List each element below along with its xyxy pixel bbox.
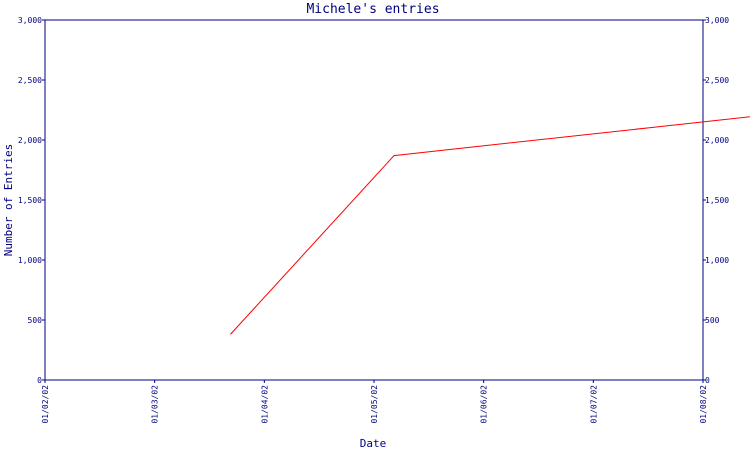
y-tick-label: 2,500 [18, 76, 42, 85]
x-tick-label: 01/06/02 [480, 385, 489, 424]
x-tick-label: 01/02/02 [41, 385, 50, 424]
x-tick-label: 01/04/02 [260, 385, 269, 424]
y-tick-label: 1,500 [18, 196, 42, 205]
y-tick-label: 1,000 [18, 256, 42, 265]
x-tick-label: 01/05/02 [370, 385, 379, 424]
y-tick-label: 1,000 [705, 256, 729, 265]
y-tick-label: 0 [705, 376, 710, 385]
y-tick-label: 2,500 [705, 76, 729, 85]
y-tick-label: 500 [705, 316, 720, 325]
chart-title: Michele's entries [306, 2, 439, 17]
y-ticks-left: 0 500 1,000 1,500 2,000 2,500 3,000 [18, 16, 45, 385]
x-axis-label: Date [360, 437, 387, 450]
y-tick-label: 3,000 [705, 16, 729, 25]
y-ticks-right: 0 500 1,000 1,500 2,000 2,500 3,000 [703, 16, 729, 385]
y-tick-label: 0 [37, 376, 42, 385]
plot-frame [44, 19, 704, 381]
x-tick-label: 01/07/02 [589, 385, 598, 424]
y-tick-label: 500 [28, 316, 43, 325]
y-axis-label: Number of Entries [2, 144, 15, 257]
series-layer [230, 116, 750, 335]
y-tick-label: 2,000 [18, 136, 42, 145]
y-tick-label: 2,000 [705, 136, 729, 145]
x-tick-label: 01/08/02 [699, 385, 708, 424]
x-tick-label: 01/03/02 [151, 385, 160, 424]
y-tick-label: 1,500 [705, 196, 729, 205]
series-line [230, 116, 750, 335]
x-ticks: 01/02/02 01/03/02 01/04/02 01/05/02 01/06/02… [41, 380, 708, 424]
y-tick-label: 3,000 [18, 16, 42, 25]
